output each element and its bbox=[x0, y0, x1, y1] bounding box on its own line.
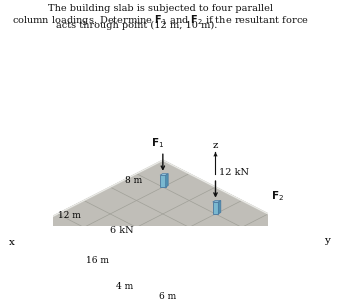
Text: 6 m: 6 m bbox=[159, 292, 176, 301]
Text: 16 m: 16 m bbox=[86, 256, 109, 265]
Text: column loadings. Determine $\mathbf{F}_1$ and $\mathbf{F}_2$ if the resultant fo: column loadings. Determine $\mathbf{F}_1… bbox=[12, 13, 309, 27]
Polygon shape bbox=[176, 234, 308, 303]
Text: 12 kN: 12 kN bbox=[218, 168, 249, 177]
Polygon shape bbox=[213, 202, 218, 214]
Polygon shape bbox=[134, 242, 139, 254]
Text: 6 kN: 6 kN bbox=[110, 226, 133, 235]
Polygon shape bbox=[160, 174, 168, 175]
Polygon shape bbox=[265, 227, 273, 229]
Polygon shape bbox=[271, 227, 273, 241]
Polygon shape bbox=[134, 241, 142, 242]
Text: 4 m: 4 m bbox=[116, 282, 133, 291]
Text: 12 m: 12 m bbox=[58, 211, 81, 220]
Polygon shape bbox=[139, 241, 142, 254]
Polygon shape bbox=[160, 175, 166, 187]
Polygon shape bbox=[166, 174, 168, 187]
Polygon shape bbox=[213, 201, 221, 202]
Polygon shape bbox=[218, 201, 221, 214]
Text: $\mathbf{F}_1$: $\mathbf{F}_1$ bbox=[151, 136, 164, 150]
Text: The building slab is subjected to four parallel: The building slab is subjected to four p… bbox=[48, 5, 273, 13]
Polygon shape bbox=[31, 160, 308, 301]
Text: z: z bbox=[213, 141, 218, 150]
Text: $\mathbf{F}_2$: $\mathbf{F}_2$ bbox=[271, 190, 284, 204]
Text: x: x bbox=[9, 238, 15, 247]
Text: acts through point (12 m, 10 m).: acts through point (12 m, 10 m). bbox=[56, 21, 217, 30]
Text: 8 m: 8 m bbox=[126, 176, 143, 185]
Polygon shape bbox=[265, 229, 271, 241]
Ellipse shape bbox=[82, 212, 257, 264]
Polygon shape bbox=[31, 227, 176, 303]
Text: y: y bbox=[324, 236, 330, 245]
